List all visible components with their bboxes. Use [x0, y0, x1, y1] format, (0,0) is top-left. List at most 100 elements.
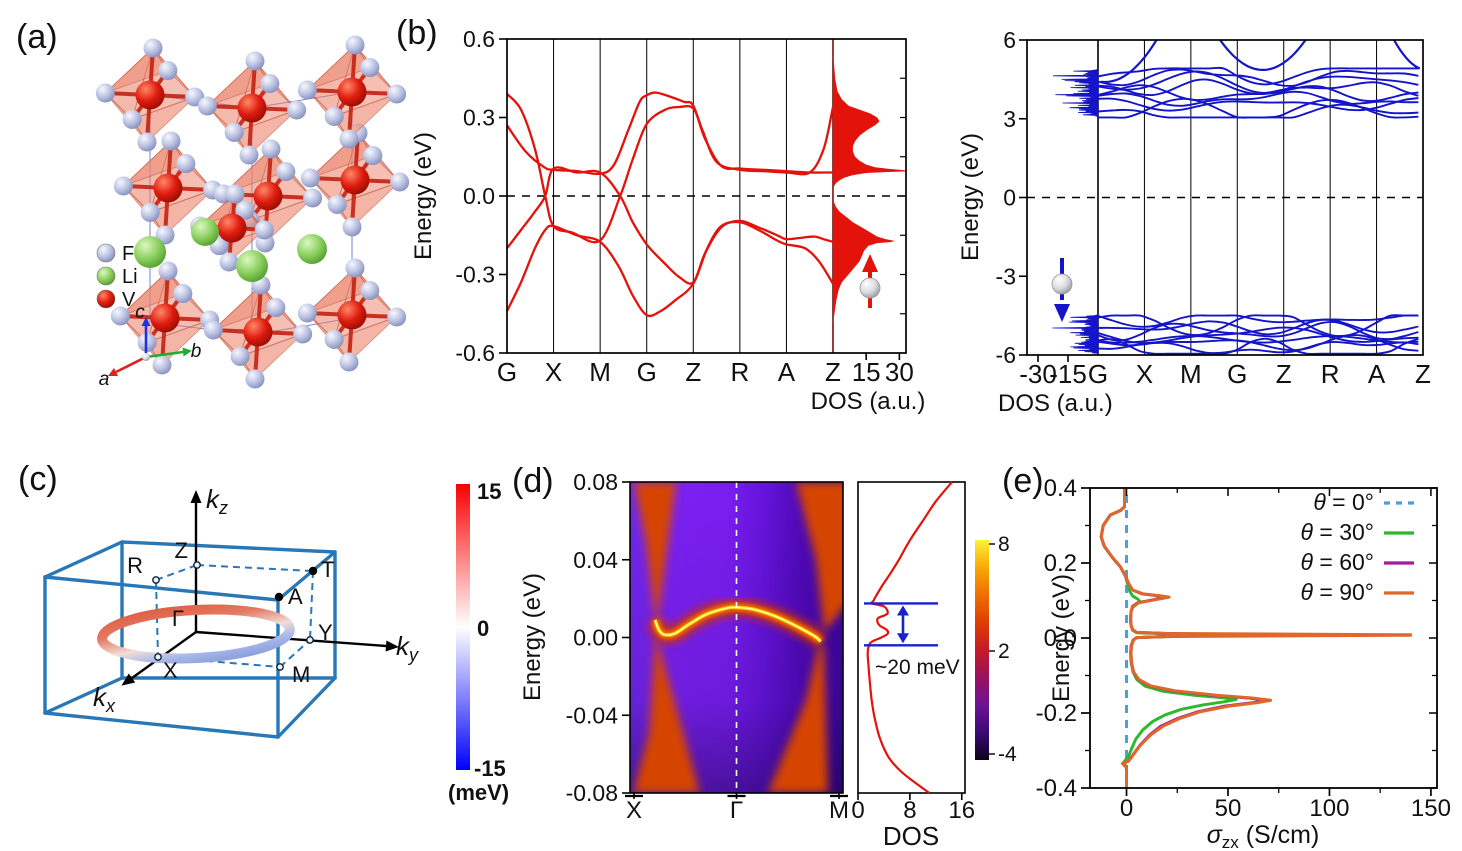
atom-F	[387, 84, 407, 104]
atom-Li	[191, 218, 219, 246]
dos-fill	[1052, 68, 1099, 118]
legend-swatch-V	[96, 289, 116, 309]
atom-F	[297, 303, 317, 323]
k-point-dot	[193, 561, 201, 569]
atom-F	[260, 74, 280, 94]
axis-label-ky: ky	[396, 631, 419, 665]
dos-fill-lower	[833, 196, 895, 327]
atom-V	[150, 303, 180, 333]
x-tick-label: 0	[851, 797, 864, 824]
curve-theta_90	[1099, 488, 1413, 788]
axis-label-kx: kx	[93, 682, 116, 716]
atom-F	[245, 51, 265, 71]
cbar-tick-label: 8	[998, 533, 1010, 556]
band-curve	[1097, 70, 1419, 94]
kpoint-label: Z	[825, 357, 841, 387]
kpoint-label: G	[1227, 359, 1247, 389]
plot-frame	[857, 481, 966, 794]
dos-fill-upper	[833, 52, 906, 196]
band-curves	[1097, 40, 1421, 355]
curve-theta_30	[1099, 488, 1238, 788]
band-curve	[1097, 97, 1419, 112]
band-curve	[1097, 78, 1419, 97]
bulk-band-cone	[633, 630, 700, 793]
legend-label: θ = 60°	[1301, 549, 1374, 575]
band-curve	[1097, 326, 1419, 344]
atom-V	[153, 173, 183, 203]
bz-dashed-line	[196, 564, 314, 572]
axis-arrowhead	[182, 347, 192, 357]
panel-c-label: (c)	[18, 460, 58, 498]
k-axis-arrowhead	[385, 640, 399, 652]
atom-F	[245, 369, 265, 389]
kpt-Z: Z	[175, 538, 188, 563]
bz-edge	[276, 676, 337, 739]
panel-d-surface-spectrum: (d) 0.08 0.04 0.00 -0.04 -0.08 Energy (eV) X Γ M…	[512, 462, 1017, 851]
bulk-band-cone	[768, 638, 828, 793]
atom-V	[340, 165, 370, 195]
kpoint-label: Z	[1415, 359, 1431, 389]
band-curve	[1097, 337, 1419, 355]
band-curve	[1097, 314, 1419, 328]
k-axis-arrowhead	[121, 673, 136, 686]
atom-F	[122, 109, 142, 129]
atom-F	[254, 220, 274, 240]
atom-F	[176, 154, 196, 174]
kpoint-label: M	[1180, 359, 1202, 389]
kpt-X: X	[163, 658, 178, 683]
spin-down-icon	[1051, 258, 1073, 322]
bz-dashed-line	[309, 570, 314, 641]
atom-F	[339, 129, 359, 149]
dos-tick-label: -30	[1019, 359, 1057, 389]
spin-arrow-head	[862, 254, 878, 272]
spin-arrow-head	[1054, 304, 1070, 322]
kpt-Gamma: Γ	[172, 606, 184, 631]
y-tick-label: 0.08	[573, 469, 618, 495]
spectrum-colorbar: 8 2 -4	[975, 533, 1017, 766]
axis-label-c: c	[135, 302, 145, 323]
electron-ball	[859, 277, 881, 299]
atom-F	[287, 100, 307, 120]
atom-F	[324, 329, 344, 349]
panel-d-label: (d)	[512, 462, 554, 500]
k-point-dot	[308, 566, 318, 576]
atom-F	[113, 176, 133, 196]
nodal-ring	[97, 604, 295, 664]
atom-V	[253, 181, 283, 211]
gap-arrow-down	[897, 633, 909, 644]
atom-F	[219, 252, 239, 272]
y-tick-label: 6	[1003, 27, 1016, 53]
x-axis-label: σzx (S/cm)	[1207, 821, 1320, 851]
y-tick-label: -0.6	[455, 340, 495, 366]
atom-Li	[236, 250, 268, 282]
panel-c-brillouin-zone: (c) Z R TA Γ Y X Mkz ky kx 15 0 -15(meV)	[18, 460, 509, 805]
kpoint-label: A	[1368, 359, 1386, 389]
brillouin-zone-art: Z R TA Γ Y X Mkz ky kx	[43, 484, 419, 739]
y-tick-label: -3	[996, 263, 1016, 289]
triad-origin	[142, 353, 150, 361]
gap-arrow-up	[897, 605, 909, 616]
atom-F	[327, 194, 347, 214]
atom-F	[339, 352, 359, 372]
meV-colorbar: 15 0 -15(meV)	[448, 479, 509, 805]
bz-edge	[43, 540, 124, 579]
y-tick-label: -0.08	[566, 780, 618, 806]
atom-V	[217, 213, 247, 243]
x-tick-label: 8	[903, 797, 916, 824]
kpt-M: M	[292, 662, 310, 687]
kpoint-label: R	[730, 357, 749, 387]
legend-swatch-F	[96, 243, 116, 263]
atom-F	[390, 172, 410, 192]
bulk-band-cone	[796, 482, 843, 632]
band-curve	[1097, 66, 1419, 86]
conductivity-plot: 0.4 0.2 0.0 -0.2 -0.4 0 50 100 150 Energy (eV) σzx…	[1036, 475, 1451, 851]
band-curve	[507, 91, 834, 176]
kpoint-label: R	[1321, 359, 1340, 389]
k-point-dot	[276, 663, 284, 671]
y-tick-label: -6	[996, 342, 1016, 368]
k-axis	[195, 630, 387, 648]
kpt-R: R	[127, 553, 143, 578]
kpoint-label: X	[545, 357, 562, 387]
